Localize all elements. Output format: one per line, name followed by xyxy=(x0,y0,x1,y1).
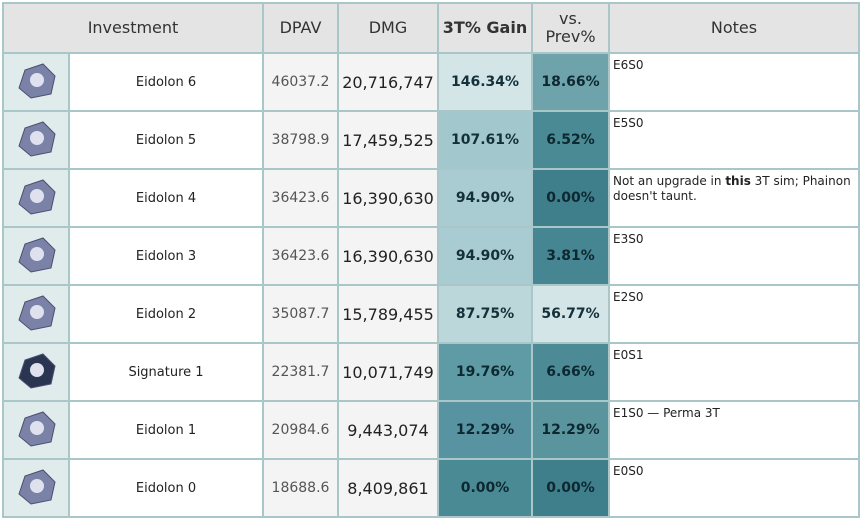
investment-cell: Signature 1 xyxy=(68,342,264,402)
notes-cell: E0S1 xyxy=(608,342,860,402)
notes-cell: E1S0 — Perma 3T xyxy=(608,400,860,460)
gain-cell: 94.90% xyxy=(437,226,533,286)
header-cell: Investment xyxy=(2,2,264,54)
dpav-cell: 38798.9 xyxy=(262,110,339,170)
header-cell: vs. Prev% xyxy=(531,2,610,54)
investment-cell: Eidolon 1 xyxy=(68,400,264,460)
icon-highlight xyxy=(30,479,44,493)
prev-cell: 6.66% xyxy=(531,342,610,402)
notes-cell: E5S0 xyxy=(608,110,860,170)
notes-cell: Not an upgrade in this 3T sim; Phainon d… xyxy=(608,168,860,228)
dmg-cell: 16,390,630 xyxy=(337,168,439,228)
notes-text: E2S0 xyxy=(613,290,644,304)
character-icon xyxy=(18,469,56,505)
notes-text: 3T sim; Phainon doesn't taunt. xyxy=(613,174,851,203)
gain-cell: 87.75% xyxy=(437,284,533,344)
dpav-cell: 35087.7 xyxy=(262,284,339,344)
dmg-cell: 16,390,630 xyxy=(337,226,439,286)
icon-cell xyxy=(2,168,70,228)
dmg-cell: 9,443,074 xyxy=(337,400,439,460)
investment-cell: Eidolon 3 xyxy=(68,226,264,286)
gain-cell: 19.76% xyxy=(437,342,533,402)
investment-cell: Eidolon 4 xyxy=(68,168,264,228)
icon-cell xyxy=(2,226,70,286)
notes-cell: E3S0 xyxy=(608,226,860,286)
dpav-cell: 22381.7 xyxy=(262,342,339,402)
notes-text: Not an upgrade in xyxy=(613,174,726,188)
header-cell: DPAV xyxy=(262,2,339,54)
table-row: Eidolon 5 38798.9 17,459,525 107.61% 6.52% E5… xyxy=(2,110,860,170)
character-icon xyxy=(18,179,56,215)
table-body: Eidolon 6 46037.2 20,716,747 146.34% 18.66% E… xyxy=(2,52,860,518)
notes-text: E1S0 — Perma 3T xyxy=(613,406,720,420)
header-cell: DMG xyxy=(337,2,439,54)
prev-cell: 56.77% xyxy=(531,284,610,344)
dmg-cell: 17,459,525 xyxy=(337,110,439,170)
dpav-cell: 46037.2 xyxy=(262,52,339,112)
icon-cell xyxy=(2,342,70,402)
header-cell: Notes xyxy=(608,2,860,54)
prev-cell: 3.81% xyxy=(531,226,610,286)
icon-highlight xyxy=(30,363,44,377)
character-icon xyxy=(18,121,56,157)
notes-text: E0S0 xyxy=(613,464,644,478)
gain-cell: 107.61% xyxy=(437,110,533,170)
table-row: Eidolon 6 46037.2 20,716,747 146.34% 18.66% E… xyxy=(2,52,860,112)
character-icon xyxy=(18,353,56,389)
table-row: Eidolon 4 36423.6 16,390,630 94.90% 0.00% Not… xyxy=(2,168,860,228)
icon-highlight xyxy=(30,305,44,319)
character-icon xyxy=(18,237,56,273)
header-row: Investment DPAV DMG 3T% Gain vs. Prev% Notes xyxy=(2,2,860,54)
dpav-cell: 36423.6 xyxy=(262,226,339,286)
dpav-cell: 20984.6 xyxy=(262,400,339,460)
character-icon xyxy=(18,411,56,447)
gain-cell: 94.90% xyxy=(437,168,533,228)
investment-cell: Eidolon 6 xyxy=(68,52,264,112)
icon-highlight xyxy=(30,189,44,203)
table-row: Eidolon 1 20984.6 9,443,074 12.29% 12.29% E1S… xyxy=(2,400,860,460)
notes-emphasis: this xyxy=(725,174,751,188)
investment-cell: Eidolon 5 xyxy=(68,110,264,170)
prev-cell: 12.29% xyxy=(531,400,610,460)
notes-text: E5S0 xyxy=(613,116,644,130)
table-row: Signature 1 22381.7 10,071,749 19.76% 6.66% E… xyxy=(2,342,860,402)
character-icon xyxy=(18,63,56,99)
table-row: Eidolon 2 35087.7 15,789,455 87.75% 56.77% E2… xyxy=(2,284,860,344)
icon-highlight xyxy=(30,131,44,145)
prev-cell: 0.00% xyxy=(531,168,610,228)
icon-highlight xyxy=(30,421,44,435)
notes-text: E0S1 xyxy=(613,348,644,362)
icon-cell xyxy=(2,110,70,170)
icon-cell xyxy=(2,52,70,112)
icon-cell xyxy=(2,284,70,344)
dmg-cell: 15,789,455 xyxy=(337,284,439,344)
notes-text: E6S0 xyxy=(613,58,644,72)
gain-cell: 146.34% xyxy=(437,52,533,112)
notes-cell: E6S0 xyxy=(608,52,860,112)
notes-text: E3S0 xyxy=(613,232,644,246)
prev-cell: 6.52% xyxy=(531,110,610,170)
gain-cell: 12.29% xyxy=(437,400,533,460)
investment-cell: Eidolon 2 xyxy=(68,284,264,344)
icon-highlight xyxy=(30,247,44,261)
header-cell: 3T% Gain xyxy=(437,2,533,54)
character-icon xyxy=(18,295,56,331)
icon-cell xyxy=(2,400,70,460)
dmg-cell: 10,071,749 xyxy=(337,342,439,402)
dpav-cell: 36423.6 xyxy=(262,168,339,228)
notes-cell: E2S0 xyxy=(608,284,860,344)
dmg-cell: 20,716,747 xyxy=(337,52,439,112)
table-row: Eidolon 3 36423.6 16,390,630 94.90% 3.81% E3S… xyxy=(2,226,860,286)
prev-cell: 18.66% xyxy=(531,52,610,112)
icon-highlight xyxy=(30,73,44,87)
